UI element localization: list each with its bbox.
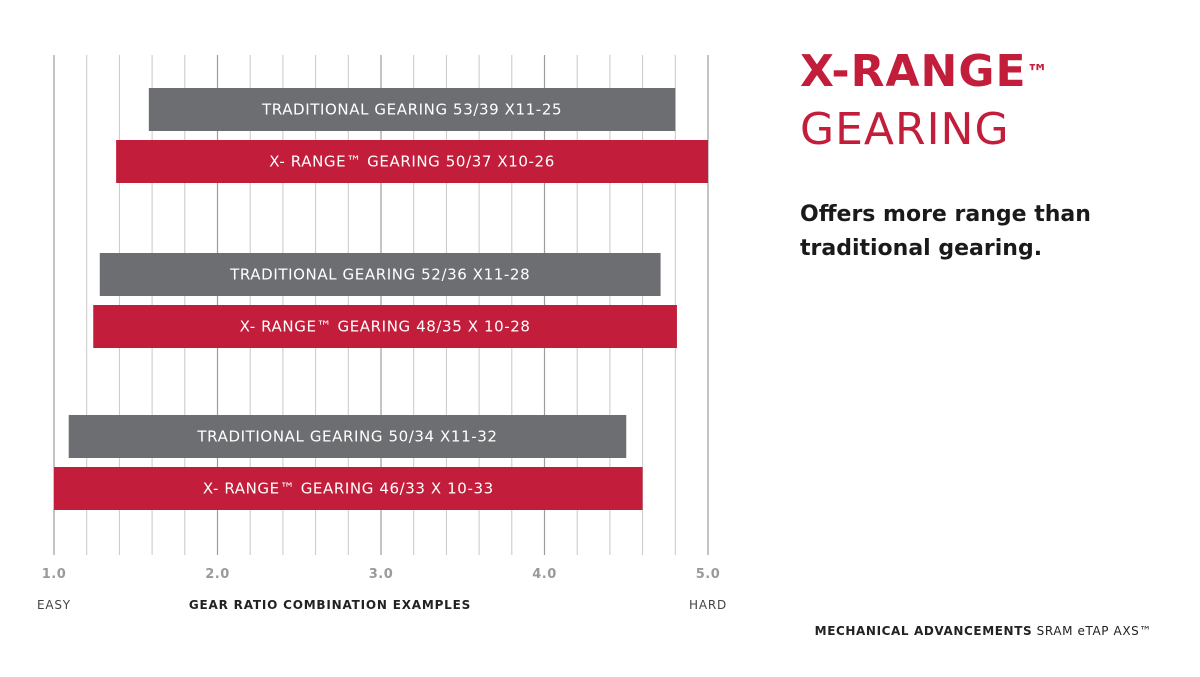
xrange-bar: X- RANGE™ GEARING 46/33 X 10-33	[54, 467, 643, 510]
headline-sub: GEARING	[800, 104, 1010, 155]
bar-label: X- RANGE™ GEARING 46/33 X 10-33	[203, 480, 494, 498]
bar-label: X- RANGE™ GEARING 48/35 X 10-28	[240, 318, 531, 336]
traditional-bar: TRADITIONAL GEARING 52/36 X11-28	[99, 253, 661, 296]
footer-rest: SRAM eTAP AXS™	[1036, 624, 1152, 638]
x-tick-label: 3.0	[369, 567, 394, 582]
bar-label: X- RANGE™ GEARING 50/37 X10-26	[269, 153, 555, 171]
bar-rect	[54, 467, 643, 510]
x-tick-label: 4.0	[532, 567, 557, 582]
xrange-bar: X- RANGE™ GEARING 50/37 X10-26	[116, 140, 708, 183]
headline: X-RANGE™	[800, 46, 1050, 98]
x-tick-label: 1.0	[42, 567, 67, 582]
traditional-bar: TRADITIONAL GEARING 53/39 X11-25	[148, 88, 676, 131]
bar-rect	[116, 140, 708, 183]
axis-easy-label: EASY	[37, 598, 71, 612]
footer: MECHANICAL ADVANCEMENTS SRAM eTAP AXS™	[815, 624, 1152, 638]
bar-rect	[99, 253, 661, 296]
bar-rect	[68, 415, 627, 458]
chart-ticks: 1.0 2.0 3.0 4.0 5.0	[42, 567, 721, 582]
tagline: Offers more range than traditional geari…	[800, 202, 1091, 261]
bar-rect	[93, 305, 677, 348]
xrange-bar: X- RANGE™ GEARING 48/35 X 10-28	[93, 305, 677, 348]
bar-label: TRADITIONAL GEARING 50/34 X11-32	[196, 428, 497, 446]
trademark-mark: ™	[1026, 61, 1050, 86]
gear-range-chart: TRADITIONAL GEARING 53/39 X11-25 X- RANGE…	[42, 55, 721, 582]
bar-rect	[148, 88, 676, 131]
headline-main: X-RANGE	[800, 46, 1027, 97]
axis-hard-label: HARD	[689, 598, 728, 612]
x-tick-label: 2.0	[205, 567, 230, 582]
x-tick-label: 5.0	[696, 567, 721, 582]
bar-label: TRADITIONAL GEARING 52/36 X11-28	[229, 266, 530, 284]
chart-bars: TRADITIONAL GEARING 53/39 X11-25 X- RANGE…	[54, 88, 708, 510]
bar-label: TRADITIONAL GEARING 53/39 X11-25	[261, 101, 562, 119]
footer-strong: MECHANICAL ADVANCEMENTS	[814, 624, 1033, 638]
x-axis-title: GEAR RATIO COMBINATION EXAMPLES	[188, 598, 472, 612]
traditional-bar: TRADITIONAL GEARING 50/34 X11-32	[68, 415, 627, 458]
